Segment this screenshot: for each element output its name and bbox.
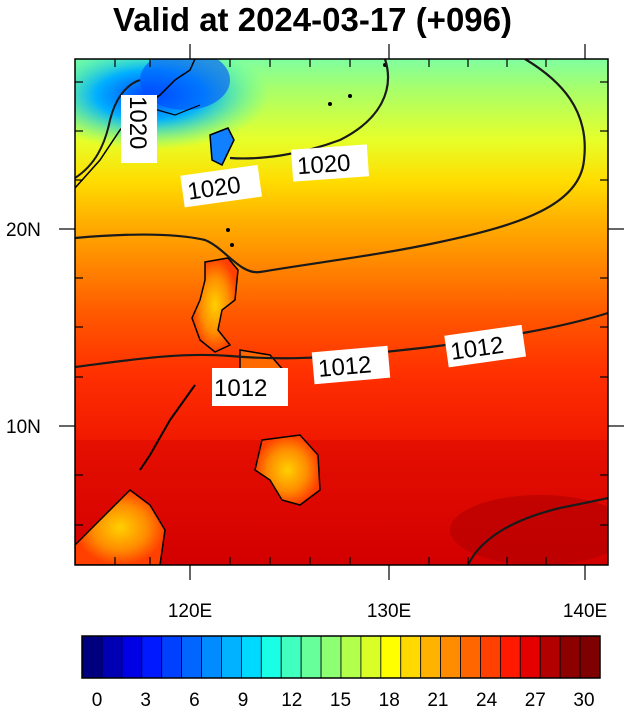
colorbar-swatch (201, 635, 222, 679)
contour-label-text: 1020 (124, 96, 151, 149)
contour-label-text: 1012 (214, 375, 267, 402)
tick-marks (59, 44, 624, 580)
map-title: Valid at 2024-03-17 (+096) (113, 1, 512, 38)
colorbar-swatch (579, 635, 601, 679)
colorbar-swatch (161, 635, 183, 679)
colorbar (81, 635, 601, 679)
colorbar-tick-label: 9 (238, 690, 249, 711)
colorbar-swatch (340, 635, 362, 679)
colorbar-labels: 0 3 6 9 12 15 18 21 24 27 30 (92, 690, 595, 711)
colorbar-tick-label: 18 (379, 690, 400, 711)
colorbar-tick-label: 24 (476, 690, 498, 711)
colorbar-swatch (300, 635, 322, 679)
colorbar-tick-label: 3 (140, 690, 151, 711)
colorbar-swatch (400, 635, 422, 679)
colorbar-swatch (499, 635, 521, 679)
lon-label-140e: 140E (563, 601, 607, 622)
colorbar-swatch (181, 635, 202, 679)
colorbar-tick-label: 15 (330, 690, 351, 711)
colorbar-swatch (101, 635, 123, 679)
colorbar-swatch (519, 635, 541, 679)
colorbar-swatch (240, 635, 262, 679)
colorbar-swatch (539, 635, 561, 679)
contour-label-1020-a: 1020 (121, 95, 157, 163)
colorbar-swatch (440, 635, 461, 679)
contour-label-1020-c: 1020 (290, 144, 370, 182)
contour-label-1020-b: 1020 (180, 164, 262, 208)
colorbar-swatch (460, 635, 481, 679)
colorbar-tick-label: 6 (189, 690, 200, 711)
colorbar-swatch (380, 635, 402, 679)
colorbar-swatch (121, 635, 143, 679)
colorbar-swatch (260, 635, 282, 679)
colorbar-swatch (420, 635, 442, 679)
map-frame (74, 58, 609, 566)
colorbar-tick-label: 30 (573, 690, 594, 711)
temperature-field (75, 59, 608, 565)
contour-label-text: 1020 (296, 150, 351, 181)
colorbar-swatch (320, 635, 342, 679)
colorbar-swatch (141, 635, 163, 679)
colorbar-tick-label: 27 (525, 690, 546, 711)
colorbar-tick-label: 21 (427, 690, 448, 711)
colorbar-swatch (280, 635, 302, 679)
contour-label-text: 1012 (317, 351, 373, 383)
lat-label-20n: 20N (6, 220, 41, 241)
contour-label-1012-c: 1012 (444, 324, 526, 368)
colorbar-swatch (81, 635, 103, 679)
colorbar-tick-label: 0 (92, 690, 103, 711)
lon-label-130e: 130E (367, 601, 411, 622)
contour-label-1012-a: 1012 (212, 368, 288, 406)
colorbar-swatch (221, 635, 242, 679)
colorbar-swatch (480, 635, 501, 679)
colorbar-outline (81, 635, 601, 679)
contour-label-1012-b: 1012 (311, 345, 391, 385)
colorbar-swatch (360, 635, 382, 679)
colorbar-tick-label: 12 (281, 690, 302, 711)
lat-label-10n: 10N (6, 417, 41, 438)
colorbar-swatch (559, 635, 581, 679)
lon-label-120e: 120E (168, 601, 212, 622)
